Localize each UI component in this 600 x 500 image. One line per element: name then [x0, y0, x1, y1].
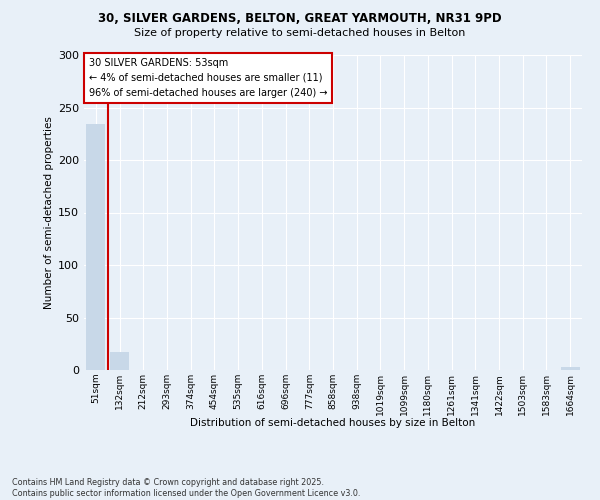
Bar	[86, 124, 106, 370]
X-axis label: Distribution of semi-detached houses by size in Belton: Distribution of semi-detached houses by …	[190, 418, 476, 428]
Y-axis label: Number of semi-detached properties: Number of semi-detached properties	[44, 116, 54, 309]
Text: Size of property relative to semi-detached houses in Belton: Size of property relative to semi-detach…	[134, 28, 466, 38]
Text: 30 SILVER GARDENS: 53sqm
← 4% of semi-detached houses are smaller (11)
96% of se: 30 SILVER GARDENS: 53sqm ← 4% of semi-de…	[89, 58, 328, 98]
Text: Contains HM Land Registry data © Crown copyright and database right 2025.
Contai: Contains HM Land Registry data © Crown c…	[12, 478, 361, 498]
Bar	[110, 352, 129, 370]
Text: 30, SILVER GARDENS, BELTON, GREAT YARMOUTH, NR31 9PD: 30, SILVER GARDENS, BELTON, GREAT YARMOU…	[98, 12, 502, 26]
Bar	[560, 367, 580, 370]
